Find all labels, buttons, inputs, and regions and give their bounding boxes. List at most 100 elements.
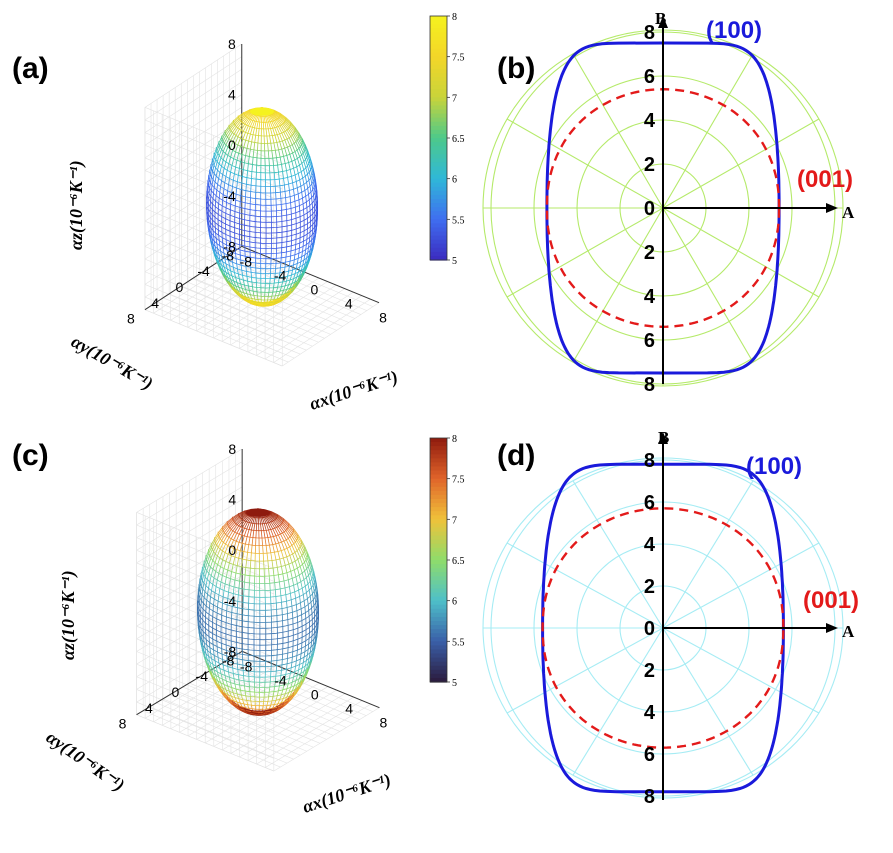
surface-meridian bbox=[232, 143, 236, 151]
surface-meridian bbox=[236, 519, 243, 525]
surface-meridian bbox=[312, 576, 315, 583]
grid-line bbox=[265, 703, 372, 768]
colorbar-segment bbox=[430, 588, 447, 594]
surface-meridian bbox=[210, 176, 212, 183]
surface-meridian bbox=[250, 700, 252, 706]
surface-meridian bbox=[297, 253, 300, 259]
surface-parallel bbox=[244, 707, 272, 716]
surface-meridian bbox=[274, 110, 281, 115]
grid-line bbox=[239, 284, 337, 349]
surface-meridian bbox=[281, 124, 286, 132]
surface-meridian bbox=[301, 138, 306, 145]
grid-line bbox=[176, 690, 314, 748]
surface-meridian bbox=[279, 694, 282, 700]
surface-meridian bbox=[306, 592, 308, 599]
surface-meridian bbox=[234, 517, 241, 523]
surface-meridian bbox=[278, 290, 281, 296]
surface-meridian bbox=[255, 128, 258, 136]
axis-A-label-d: A bbox=[842, 622, 855, 641]
surface-meridian bbox=[280, 113, 286, 119]
colorbar-segment bbox=[430, 162, 447, 168]
surface-meridian bbox=[287, 177, 289, 185]
surface-meridian bbox=[276, 118, 282, 126]
surface-meridian bbox=[310, 641, 312, 648]
surface-parallel bbox=[206, 196, 319, 229]
colorbar-segment bbox=[430, 645, 447, 651]
surface-meridian bbox=[217, 594, 220, 602]
surface-meridian bbox=[246, 112, 252, 118]
surface-meridian bbox=[290, 571, 293, 579]
surface-meridian bbox=[239, 512, 246, 518]
surface-meridian bbox=[283, 122, 289, 130]
surface-meridian bbox=[294, 159, 298, 167]
surface-meridian bbox=[288, 266, 290, 272]
surface-meridian bbox=[257, 135, 259, 144]
panel-b-label: (b) bbox=[497, 52, 535, 85]
surface-meridian bbox=[301, 144, 305, 152]
surface-meridian bbox=[298, 548, 303, 556]
surface-meridian bbox=[294, 268, 297, 274]
grid-line bbox=[136, 499, 243, 564]
surface-meridian bbox=[218, 254, 221, 260]
surface-meridian bbox=[284, 688, 288, 694]
surface-meridian bbox=[252, 291, 255, 296]
surface-parallel bbox=[208, 175, 316, 206]
surface-meridian bbox=[278, 179, 281, 186]
surface-meridian bbox=[274, 700, 277, 705]
surface-meridian bbox=[228, 585, 230, 593]
surface-parallel bbox=[255, 301, 269, 306]
surface-meridian bbox=[247, 704, 250, 709]
z-tick-label: 0 bbox=[228, 542, 236, 558]
surface-meridian bbox=[275, 518, 282, 525]
surface-meridian bbox=[305, 559, 309, 567]
surface-meridian bbox=[244, 567, 247, 575]
surface-meridian bbox=[210, 667, 214, 674]
surface-meridian bbox=[213, 240, 216, 247]
surface-meridian bbox=[205, 579, 208, 586]
surface-meridian bbox=[239, 122, 244, 130]
surface-meridian bbox=[222, 153, 226, 161]
surface-meridian bbox=[231, 548, 235, 556]
surface-meridian bbox=[308, 563, 312, 571]
surface-meridian bbox=[229, 172, 231, 179]
surface-meridian bbox=[223, 670, 226, 676]
surface-meridian bbox=[220, 251, 222, 257]
colorbar-segment bbox=[430, 52, 447, 58]
surface-meridian bbox=[238, 706, 246, 711]
surface-meridian bbox=[242, 521, 247, 528]
surface-meridian bbox=[205, 600, 208, 607]
surface-meridian bbox=[241, 694, 243, 700]
surface-meridian bbox=[276, 690, 279, 696]
surface-meridian bbox=[207, 650, 209, 657]
surface-meridian bbox=[204, 585, 207, 592]
surface-meridian bbox=[242, 132, 246, 140]
surface-meridian bbox=[208, 547, 212, 554]
surface-meridian bbox=[246, 522, 250, 530]
surface-meridian bbox=[230, 270, 233, 277]
surface-parallel bbox=[206, 185, 318, 218]
grid-line bbox=[136, 524, 274, 582]
surface-meridian bbox=[273, 520, 279, 527]
surface-meridian bbox=[274, 589, 277, 597]
surface-meridian bbox=[226, 190, 229, 197]
surface-meridian bbox=[228, 274, 231, 280]
surface-meridian bbox=[235, 285, 239, 291]
surface-meridian bbox=[289, 690, 293, 697]
surface-meridian bbox=[239, 278, 241, 284]
surface-meridian bbox=[236, 558, 239, 566]
surface-meridian bbox=[303, 600, 306, 607]
surface-meridian bbox=[215, 161, 218, 168]
z-tick-label: 4 bbox=[228, 87, 236, 103]
surface-meridian bbox=[210, 185, 213, 191]
surface-meridian bbox=[283, 557, 286, 566]
axis-A-label-b: A bbox=[842, 203, 855, 222]
surface-meridian bbox=[244, 708, 252, 711]
surface-meridian bbox=[269, 121, 274, 129]
surface-meridian bbox=[242, 169, 244, 177]
colorbar-tick-label: 5.5 bbox=[452, 215, 465, 226]
surface-meridian bbox=[233, 151, 236, 159]
surface-meridian bbox=[237, 168, 240, 176]
surface-meridian bbox=[225, 146, 229, 154]
surface-meridian bbox=[249, 560, 252, 569]
surface-meridian bbox=[273, 112, 279, 119]
